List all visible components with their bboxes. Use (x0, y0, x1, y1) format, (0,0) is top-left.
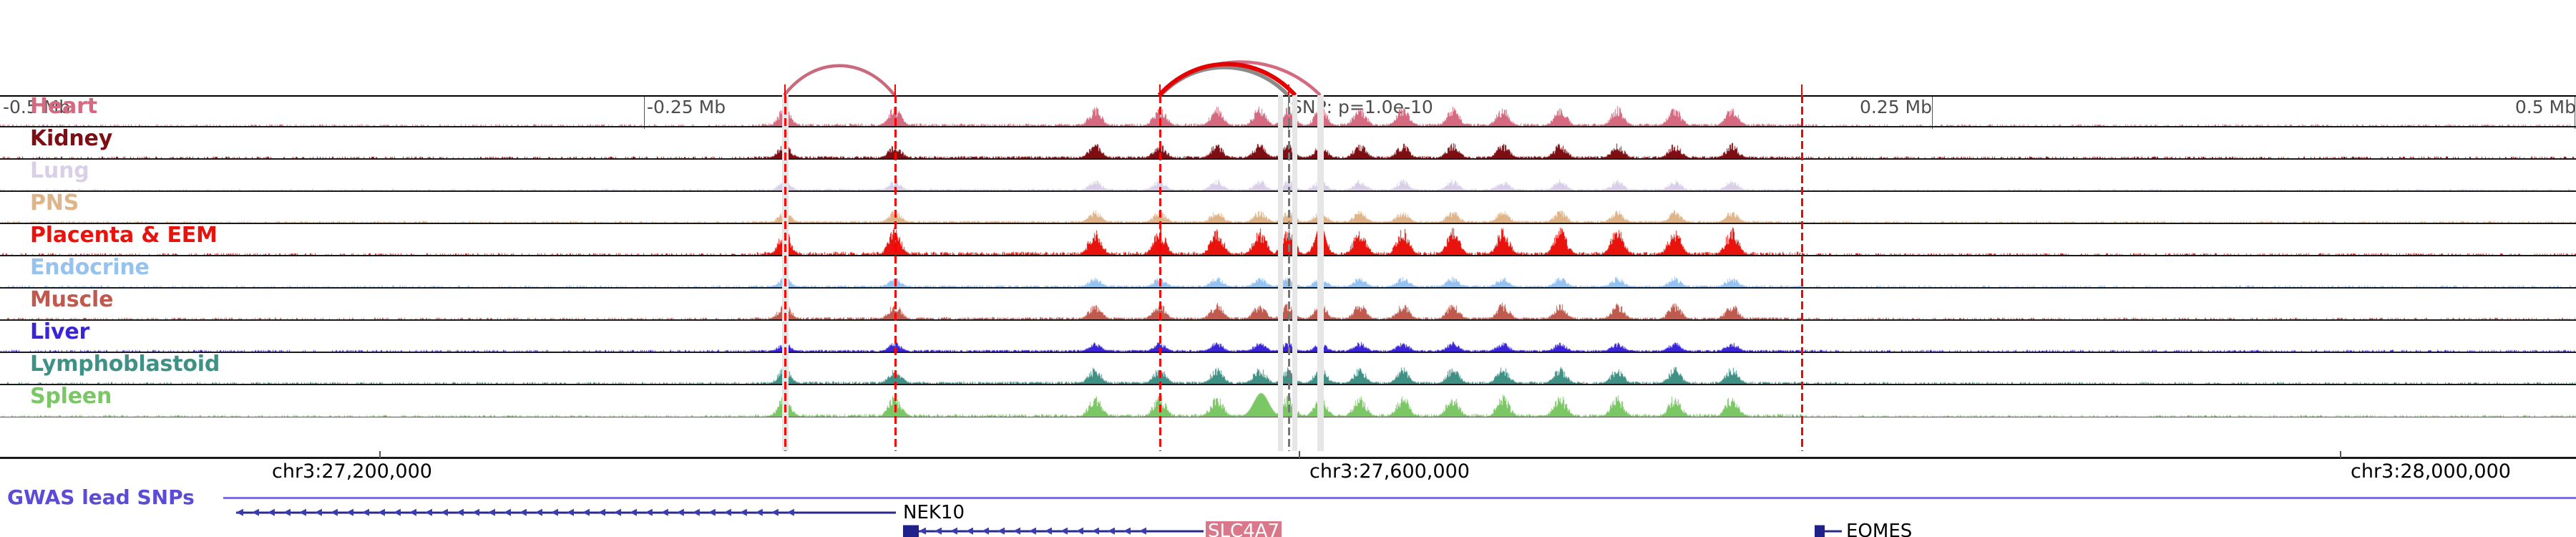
gene-name-label[interactable]: NEK10 (903, 502, 965, 523)
coordinate-tick (1299, 451, 1300, 458)
track-signal-canvas (0, 126, 2576, 158)
gwas-lead-snps-label: GWAS lead SNPs (7, 485, 195, 509)
signal-track[interactable]: Endocrine (0, 255, 2576, 289)
tissue-signal-tracks: Heart Kidney Lung PNS Placenta & EEM Endocrin… (0, 94, 2576, 451)
signal-track[interactable]: Heart (0, 94, 2576, 127)
interaction-arc[interactable] (1158, 65, 1290, 95)
track-signal-canvas (0, 190, 2576, 223)
gene-name-label[interactable]: EOMES (1846, 521, 1913, 537)
chromatin-interaction-arc-panel[interactable] (0, 0, 2576, 95)
signal-track[interactable]: Lymphoblastoid (0, 352, 2576, 385)
coordinate-tick (379, 451, 381, 458)
gene-body[interactable] (903, 530, 1204, 533)
signal-track[interactable]: Liver (0, 319, 2576, 353)
coordinate-label: chr3:27,200,000 (272, 460, 432, 483)
signal-track[interactable]: Placenta & EEM (0, 223, 2576, 256)
track-signal-canvas (0, 384, 2576, 417)
arc-svg (783, 60, 1322, 96)
coordinate-label: chr3:27,600,000 (1309, 460, 1470, 483)
coordinate-axis (0, 457, 2576, 459)
gwas-lead-snps-track-line[interactable] (223, 497, 2576, 499)
signal-track[interactable]: Spleen (0, 384, 2576, 417)
track-signal-canvas (0, 287, 2576, 319)
track-signal-canvas (0, 223, 2576, 255)
gene-exon[interactable] (903, 525, 919, 537)
coordinate-label: chr3:28,000,000 (2351, 460, 2511, 483)
track-signal-canvas (0, 319, 2576, 352)
gene-body[interactable] (1815, 530, 1842, 533)
track-signal-canvas (0, 352, 2576, 384)
gene-body[interactable] (236, 511, 896, 514)
gene-row: ◀EOMES (0, 521, 2576, 537)
signal-track[interactable]: Muscle (0, 287, 2576, 321)
interaction-arc[interactable] (783, 64, 896, 95)
signal-track[interactable]: PNS (0, 190, 2576, 224)
track-signal-canvas (0, 158, 2576, 190)
gene-exon[interactable] (1815, 525, 1825, 537)
signal-track[interactable]: Kidney (0, 126, 2576, 160)
track-signal-canvas (0, 94, 2576, 126)
signal-track[interactable]: Lung (0, 158, 2576, 192)
gene-name-label[interactable]: SLC4A7 (1206, 521, 1282, 537)
coordinate-tick (2340, 451, 2341, 458)
gene-annotation-panel: chr3:27,200,000 chr3:27,600,000 chr3:28,00… (0, 451, 2576, 537)
track-signal-canvas (0, 255, 2576, 287)
gene-row: ◀◀◀◀◀◀◀◀◀◀◀◀◀◀◀◀◀◀◀◀◀◀◀◀◀◀◀◀◀◀◀◀◀◀◀◀ NEK1… (0, 502, 2576, 523)
interaction-arc[interactable] (1157, 62, 1297, 96)
